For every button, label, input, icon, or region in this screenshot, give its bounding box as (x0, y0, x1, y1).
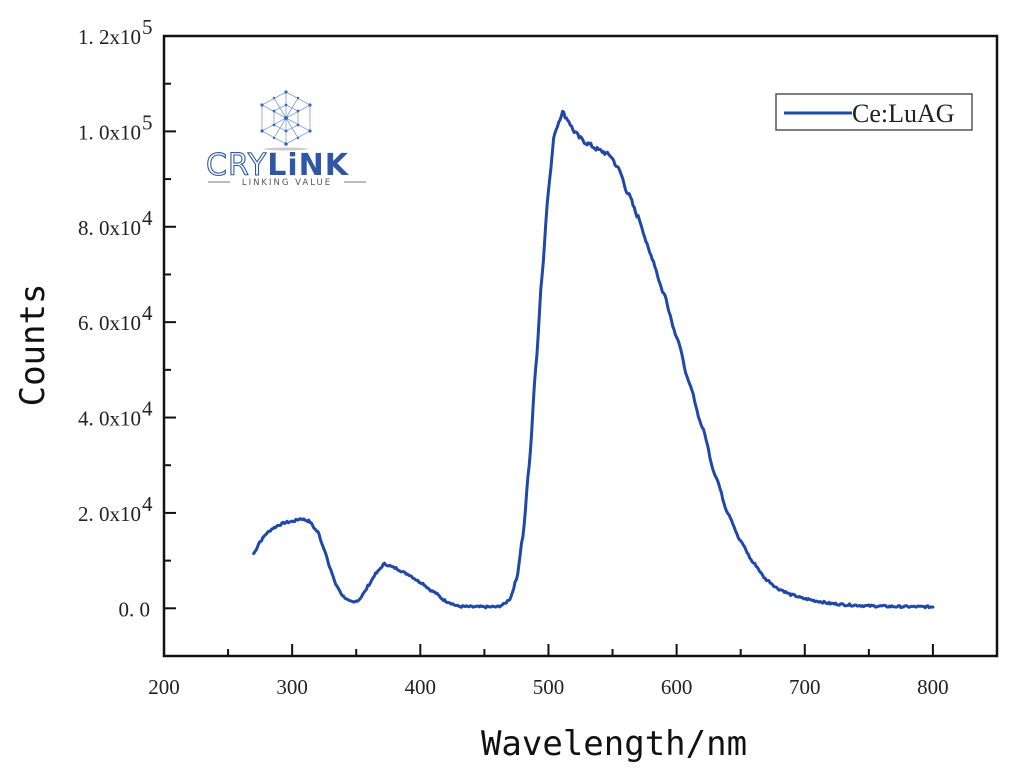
plot-frame (162, 34, 999, 658)
y-tick-label-exponent: 5 (142, 110, 153, 134)
y-tick-label: 8. 0x10 (78, 216, 141, 240)
x-axis-ticks (163, 644, 998, 656)
x-tick-label: 200 (148, 675, 180, 699)
y-tick-label: 0. 0 (119, 597, 151, 621)
y-tick-label: 1. 0x10 (78, 120, 141, 144)
lattice-nodes (260, 90, 312, 146)
x-tick-label: 600 (661, 675, 693, 699)
x-tick-label: 700 (789, 675, 821, 699)
y-axis-tick-labels: 0. 02. 0x10 44. 0x10 46. 0x10 48. 0x10 41. 0… (78, 15, 153, 621)
svg-text:CRYLiNK: CRYLiNK (206, 148, 350, 183)
logo-brand-bold: LiNK (267, 148, 350, 183)
y-tick-label: 2. 0x10 (78, 502, 141, 526)
y-tick-label-exponent: 4 (142, 301, 153, 325)
x-axis-title: Wavelength/nm (481, 724, 747, 764)
legend-label: Ce:LuAG (852, 99, 955, 128)
y-tick-label-exponent: 4 (142, 492, 153, 516)
y-axis-title: Counts (13, 284, 53, 407)
x-tick-label: 300 (276, 675, 308, 699)
x-axis-tick-labels: 200 300 400 500 600 700 800 (148, 675, 948, 699)
x-tick-label: 500 (533, 675, 565, 699)
logo-tagline: LINKING VALUE (242, 178, 332, 188)
legend: Ce:LuAG (775, 93, 973, 131)
x-tick-label: 800 (917, 675, 949, 699)
y-tick-label-exponent: 4 (142, 397, 153, 421)
logo-brand-light: CRY (206, 148, 267, 183)
y-tick-label-exponent: 4 (142, 206, 153, 230)
series-line-ce-luag (252, 109, 935, 610)
y-tick-label-exponent: 5 (142, 15, 153, 39)
y-tick-label: 4. 0x10 (78, 407, 141, 431)
y-tick-label: 6. 0x10 (78, 311, 141, 335)
y-axis-ticks (164, 35, 176, 610)
crylink-logo: CRYLiNK LINKING VALUE (205, 90, 366, 188)
y-tick-label: 1. 2x10 (78, 25, 141, 49)
x-tick-label: 400 (405, 675, 437, 699)
